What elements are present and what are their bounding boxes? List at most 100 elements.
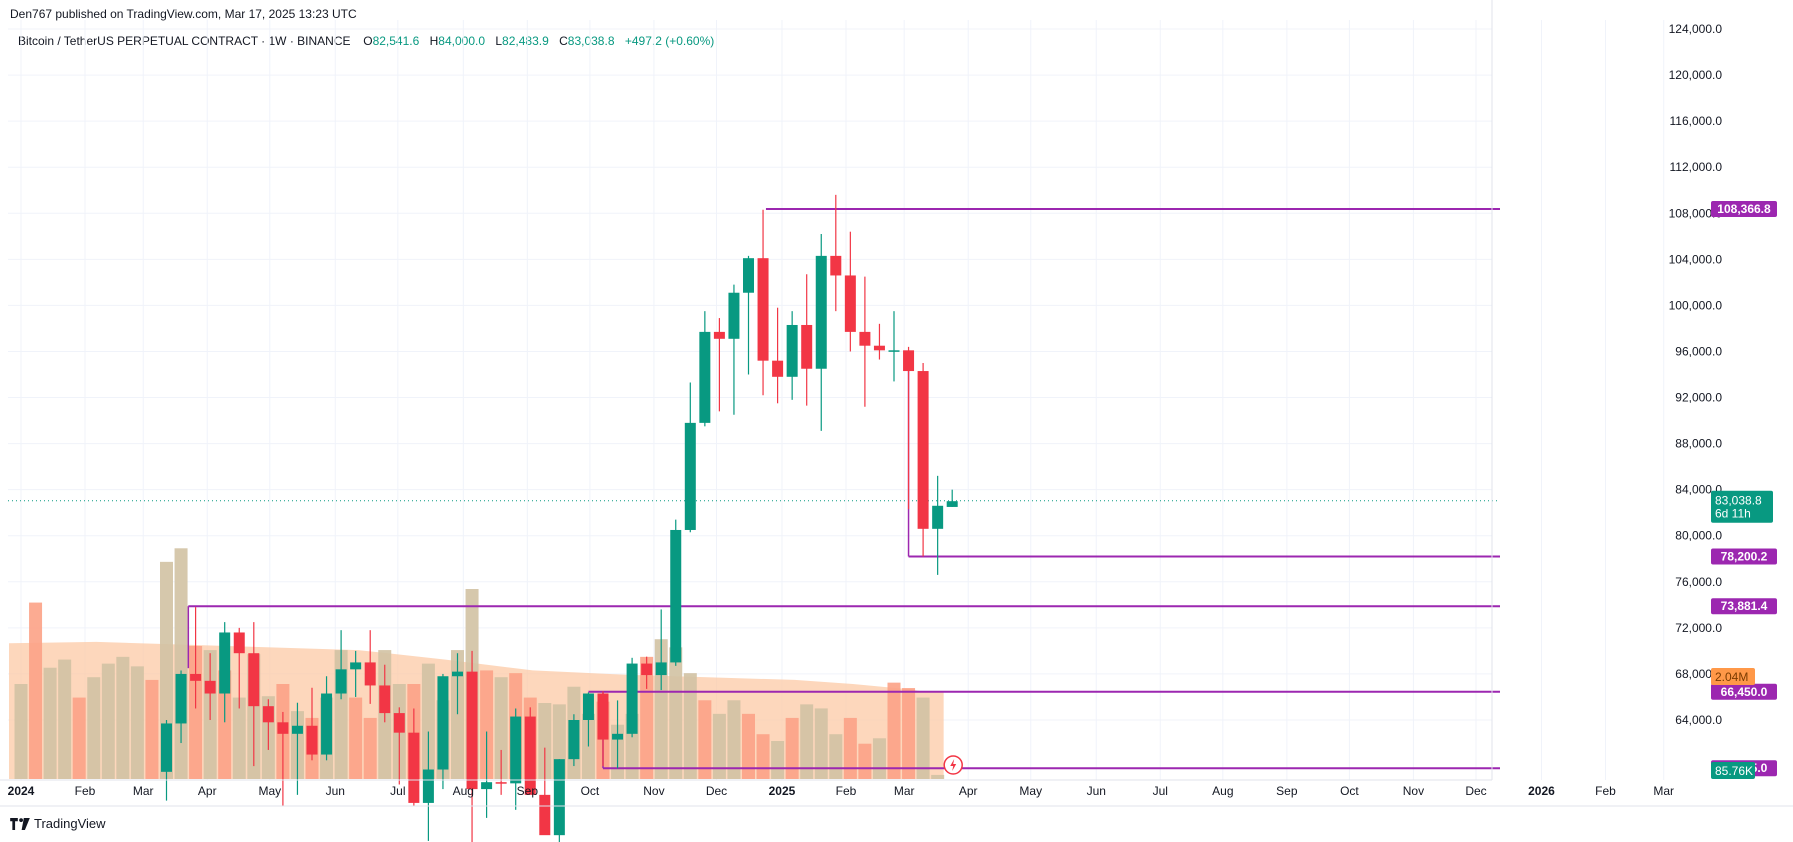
open-value: 82,541.6	[372, 34, 420, 48]
candle-body	[335, 669, 347, 694]
candle-body	[437, 676, 449, 770]
volume-bar	[87, 677, 101, 779]
last-price-label: 83,038.8	[1715, 494, 1762, 508]
time-tick-label: May	[258, 784, 281, 798]
candle-body	[510, 716, 522, 784]
symbol-title[interactable]: Bitcoin / TetherUS PERPETUAL CONTRACT · …	[18, 34, 351, 48]
candle-body	[699, 331, 711, 423]
tradingview-brand[interactable]: TradingView	[10, 816, 106, 831]
candle-body	[364, 662, 376, 686]
time-tick-label: Mar	[1653, 784, 1674, 798]
candle-body	[844, 275, 856, 332]
time-tick-label: Nov	[1403, 784, 1424, 798]
candle-body	[655, 662, 667, 676]
level-price-label: 66,450.0	[1721, 685, 1768, 699]
volume-bar	[29, 602, 43, 779]
candle-body	[321, 693, 333, 755]
candle-body	[830, 255, 842, 276]
change-value: +497.2 (+0.60%)	[624, 34, 715, 48]
time-tick-label: Aug	[453, 784, 474, 798]
volume-bar	[640, 656, 654, 779]
candle-body	[786, 324, 798, 377]
last-price-tag	[1711, 490, 1773, 523]
candle-body	[190, 673, 202, 681]
volume-bar	[58, 659, 72, 779]
volume-bar	[872, 738, 886, 779]
time-tick-label: Feb	[836, 784, 857, 798]
price-tick-label: 104,000.0	[1669, 252, 1723, 266]
volume-bar	[349, 697, 363, 779]
volume-bar	[683, 673, 697, 779]
candle-body	[684, 422, 696, 530]
price-tick-label: 76,000.0	[1675, 575, 1722, 589]
time-tick-label: Feb	[75, 784, 96, 798]
time-tick-label: Sep	[1276, 784, 1298, 798]
candle-body	[612, 733, 624, 740]
time-tick-label: Feb	[1595, 784, 1616, 798]
volume-bar	[785, 717, 799, 779]
candle-body	[175, 673, 187, 724]
time-tick-label: 2025	[769, 784, 796, 798]
time-tick-label: Jul	[1153, 784, 1168, 798]
candle-body	[917, 371, 929, 529]
level-price-tag	[1711, 683, 1777, 700]
brand-name: TradingView	[34, 816, 106, 831]
price-tick-label: 88,000.0	[1675, 437, 1722, 451]
candle-body	[495, 782, 507, 784]
time-tick-label: Oct	[1340, 784, 1359, 798]
time-tick-label: Nov	[643, 784, 664, 798]
candle-body	[815, 255, 827, 369]
volume-bar	[363, 717, 377, 779]
candle-body	[728, 292, 740, 339]
close-value: 83,038.8	[567, 34, 615, 48]
volume-bar	[756, 734, 770, 779]
volume-bar	[727, 700, 741, 779]
candle-body	[306, 725, 318, 755]
candle-body	[582, 693, 594, 720]
candle-body	[670, 529, 682, 663]
price-tick-label: 68,000.0	[1675, 667, 1722, 681]
candle-body	[422, 769, 434, 803]
candle-body	[757, 258, 769, 361]
price-tick-label: 100,000.0	[1669, 298, 1723, 312]
open-label: O	[363, 34, 373, 48]
level-price-tag	[1711, 598, 1777, 615]
lightning-icon	[950, 759, 957, 771]
volume-bar	[669, 647, 683, 779]
volume-bar	[116, 656, 130, 779]
volume-bar	[916, 697, 930, 779]
volume-bar	[14, 684, 28, 779]
published-line: Den767 published on TradingView.com, Mar…	[10, 7, 357, 21]
volume-value-label: 2.04M	[1715, 670, 1748, 684]
volume-bar	[232, 697, 246, 779]
candle-body	[946, 501, 958, 507]
candle-body	[481, 782, 493, 790]
level-price-tag	[1711, 548, 1777, 565]
candle-body	[641, 663, 653, 676]
price-tick-label: 108,000.0	[1669, 206, 1723, 220]
level-price-label: 73,881.4	[1721, 599, 1768, 613]
candle-body	[772, 360, 784, 377]
candle-body	[539, 794, 551, 836]
volume-bar	[829, 734, 843, 779]
close-label: C	[559, 34, 568, 48]
low-value: 82,483.9	[502, 34, 549, 48]
time-tick-label: Aug	[1212, 784, 1233, 798]
candle-body	[597, 693, 609, 740]
candle-body	[277, 722, 289, 734]
volume-axis-label: 85.76K	[1715, 764, 1753, 778]
volume-bar	[494, 677, 508, 779]
volume-bar	[218, 670, 232, 779]
candle-body	[408, 732, 420, 803]
time-tick-label: Dec	[706, 784, 727, 798]
candle-body	[888, 350, 900, 352]
volume-bar	[814, 708, 828, 779]
volume-bar	[421, 663, 435, 779]
volume-bar	[902, 688, 916, 779]
candle-body	[204, 680, 216, 694]
volume-bar	[742, 713, 755, 779]
time-tick-label: May	[1019, 784, 1042, 798]
time-tick-label: Jul	[390, 784, 405, 798]
candle-body	[393, 713, 405, 733]
